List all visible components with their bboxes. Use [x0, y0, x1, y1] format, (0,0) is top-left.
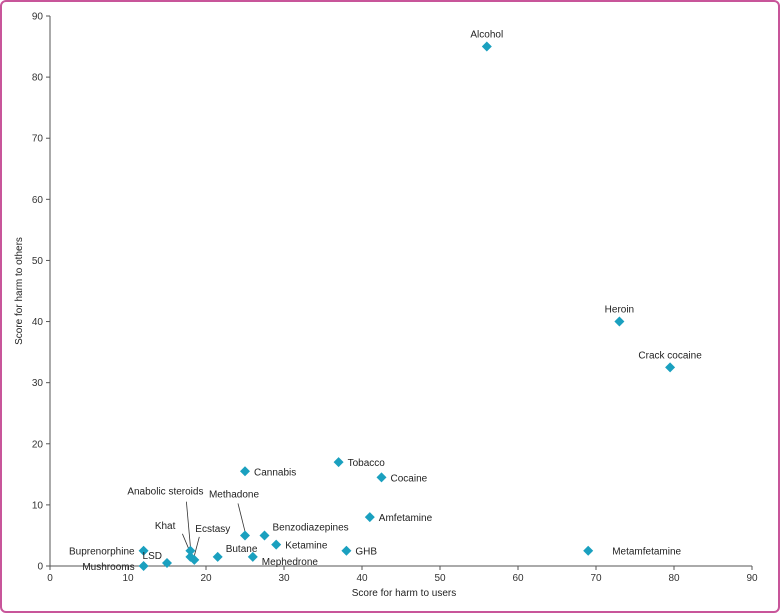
x-tick-label: 20	[200, 573, 212, 584]
y-axis-title: Score for harm to others	[14, 237, 25, 345]
x-tick-label: 70	[590, 573, 602, 584]
label-metamfetamine: Metamfetamine	[612, 547, 681, 558]
label-ghb: GHB	[355, 547, 377, 558]
y-tick-label: 30	[32, 378, 44, 389]
point-mephedrone	[247, 551, 258, 562]
data-points	[138, 41, 676, 571]
point-lsd	[162, 557, 172, 568]
label-lsd: LSD	[143, 551, 162, 562]
label-cannabis: Cannabis	[254, 467, 296, 478]
point-anabolic-steroids	[185, 545, 196, 556]
label-khat: Khat	[155, 521, 176, 532]
y-tick-label: 70	[32, 134, 44, 145]
point-mushrooms	[138, 561, 149, 571]
label-anabolic-steroids: Anabolic steroids	[127, 487, 203, 498]
label-tobacco: Tobacco	[348, 458, 386, 469]
x-tick-label: 50	[434, 573, 446, 584]
x-tick-label: 60	[512, 573, 524, 584]
y-tick-label: 60	[32, 195, 44, 206]
label-mushrooms: Mushrooms	[82, 562, 134, 573]
x-tick-label: 90	[746, 573, 758, 584]
point-alcohol	[481, 41, 492, 52]
label-cocaine: Cocaine	[391, 473, 428, 484]
x-tick-label: 80	[668, 573, 680, 584]
label-benzodiazepines: Benzodiazepines	[273, 522, 349, 533]
point-ketamine	[271, 539, 282, 550]
point-crack-cocaine	[665, 362, 676, 373]
label-amfetamine: Amfetamine	[379, 513, 433, 524]
point-cocaine	[376, 472, 387, 483]
label-heroin: Heroin	[605, 305, 634, 316]
point-khat	[185, 551, 196, 562]
point-tobacco	[333, 457, 344, 468]
point-cannabis	[240, 466, 250, 477]
label-methadone: Methadone	[209, 489, 259, 500]
leader-anabolic-steroids	[186, 501, 191, 547]
label-butane: Butane	[226, 544, 258, 555]
x-axis-title: Score for harm to users	[352, 588, 456, 599]
x-ticks: 0 10 20 30 40 50 60 70 80 90	[47, 566, 758, 584]
point-metamfetamine	[583, 545, 594, 556]
x-tick-label: 0	[47, 573, 53, 584]
y-ticks: 0 10 20 30 40 50 60 70 80 90	[32, 12, 50, 573]
point-ghb	[341, 545, 352, 556]
y-tick-label: 90	[32, 12, 44, 23]
label-buprenorphine: Buprenorphine	[69, 547, 135, 558]
x-tick-label: 10	[122, 573, 134, 584]
y-tick-label: 20	[32, 439, 44, 450]
label-ecstasy: Ecstasy	[195, 524, 230, 535]
leader-methadone	[237, 503, 246, 532]
y-tick-label: 0	[37, 562, 43, 573]
point-benzodiazepines	[259, 530, 270, 541]
point-butane	[212, 551, 223, 562]
point-heroin	[614, 316, 625, 327]
point-methadone	[240, 530, 250, 541]
y-tick-label: 40	[32, 317, 44, 328]
y-tick-label: 80	[32, 73, 44, 84]
x-tick-label: 30	[278, 573, 290, 584]
label-crack-cocaine: Crack cocaine	[638, 350, 702, 361]
point-buprenorphine	[138, 545, 149, 556]
x-tick-label: 40	[356, 573, 368, 584]
y-tick-label: 50	[32, 256, 44, 267]
y-tick-label: 10	[32, 500, 44, 511]
label-mephedrone: Mephedrone	[262, 557, 319, 568]
point-labels: Alcohol Heroin Crack cocaine Metamfetamine T…	[69, 30, 702, 573]
leader-ecstasy	[193, 536, 200, 556]
label-ketamine: Ketamine	[285, 541, 328, 552]
label-alcohol: Alcohol	[470, 30, 503, 41]
point-amfetamine	[364, 512, 375, 523]
